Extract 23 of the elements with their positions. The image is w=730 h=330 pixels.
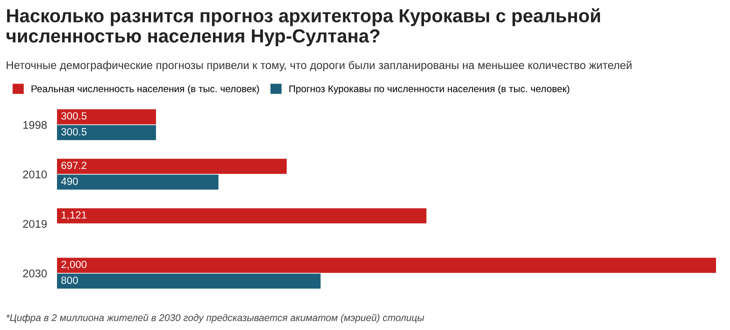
- y-tick-label: 2010: [23, 170, 47, 178]
- bar: [56, 208, 426, 224]
- legend-label: Прогноз Курокавы по численности населения (в тыс. человек): [289, 85, 570, 94]
- data-label: 2,000: [61, 260, 87, 270]
- data-label: 300.5: [61, 128, 87, 136]
- y-tick-label: 2030: [23, 270, 47, 278]
- bar: [56, 274, 321, 289]
- data-label: 1,121: [62, 211, 86, 220]
- bar: [56, 258, 716, 273]
- bar: [56, 109, 156, 124]
- chart-title: Насколько разнится прогноз архитектора Курокавы с реальной численностью населения Нур-Султана?: [6, 8, 600, 46]
- bar: [56, 174, 218, 190]
- data-label: 800: [61, 276, 78, 284]
- bar: [56, 158, 287, 174]
- chart-subtitle: Неточные демографические прогнозы привели к тому, что дороги были запланированы на меньшее количество жителей: [6, 60, 632, 72]
- y-tick-label: 1998: [23, 121, 47, 129]
- text: *Цифра в 2 миллиона жителей в 2030 году предсказывается акиматом (мэрией) столицы: [6, 314, 424, 324]
- legend-label: Реальная численность населения (в тыс. человек): [32, 85, 259, 94]
- data-label: 697.2: [61, 162, 86, 170]
- data-label: 490: [61, 178, 78, 185]
- data-label: 300.5: [61, 112, 87, 120]
- bar: [56, 125, 156, 140]
- y-tick-label: 2019: [23, 220, 47, 228]
